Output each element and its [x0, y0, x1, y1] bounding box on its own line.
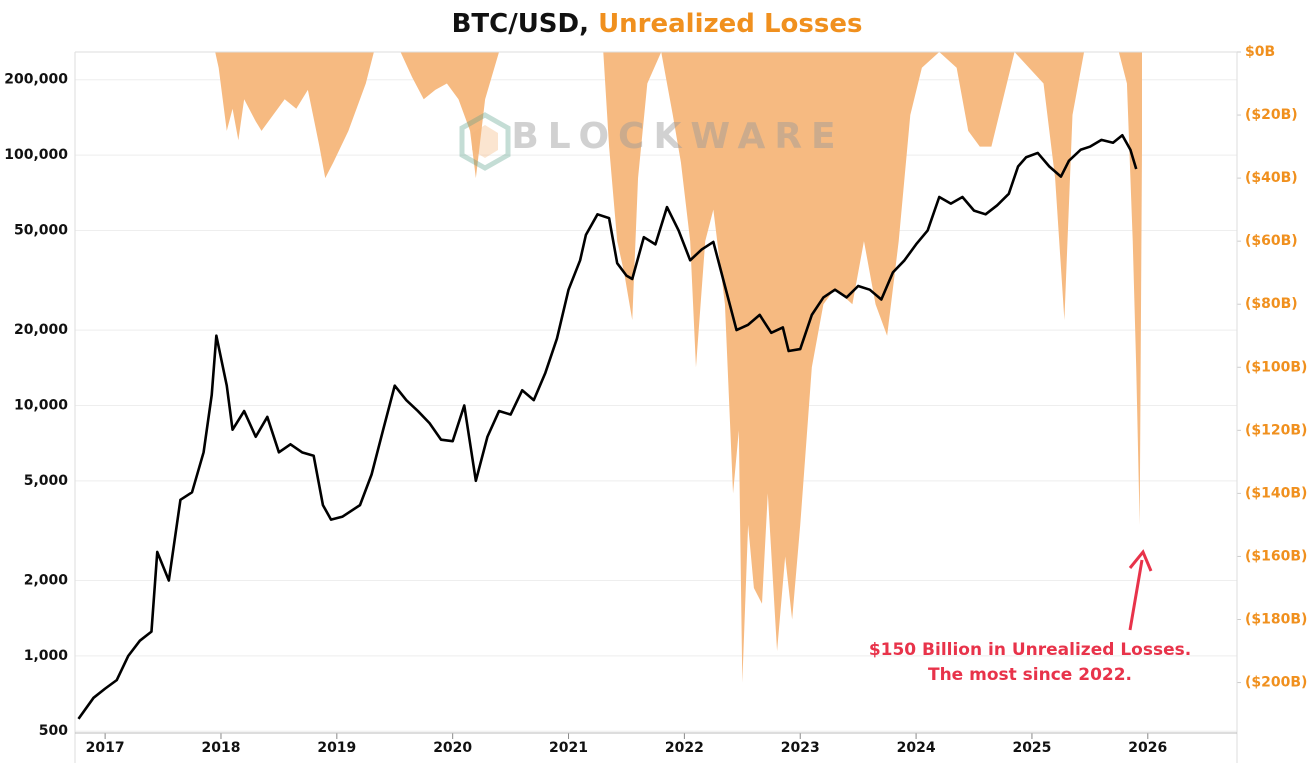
x-tick-label: 2018	[201, 740, 240, 756]
y2-tick-label: ($40B)	[1245, 170, 1298, 186]
title-part: BTC/USD,	[452, 9, 589, 39]
y-tick-label: 1,000	[24, 648, 69, 664]
x-tick-label: 2026	[1128, 740, 1167, 756]
x-tick-label: 2022	[665, 740, 704, 756]
y-tick-label: 200,000	[4, 72, 68, 88]
watermark: BLOCKWARE	[511, 116, 844, 157]
x-tick-label: 2024	[897, 740, 936, 756]
watermark-icon	[459, 112, 511, 171]
y2-tick-label: ($100B)	[1245, 359, 1307, 375]
chart-title: BTC/USD, Unrealized Losses	[452, 9, 863, 39]
y-tick-label: 2,000	[24, 572, 69, 588]
y-tick-label: 50,000	[14, 222, 68, 238]
title-part: Unrealized Losses	[598, 9, 862, 39]
annotation: $150 Billion in Unrealized Losses.	[869, 640, 1191, 660]
y2-tick-label: ($140B)	[1245, 485, 1307, 501]
y2-tick-label: ($200B)	[1245, 675, 1307, 691]
x-tick-label: 2025	[1012, 740, 1051, 756]
y2-tick-label: ($60B)	[1245, 233, 1298, 249]
x-tick-label: 2023	[781, 740, 820, 756]
annotation: The most since 2022.	[928, 665, 1132, 685]
x-tick-label: 2021	[549, 740, 588, 756]
price-line	[77, 133, 1138, 720]
y2-tick-label: ($20B)	[1245, 107, 1298, 123]
y-tick-label: 500	[39, 723, 68, 739]
y2-tick-label: ($180B)	[1245, 612, 1307, 628]
plot-area	[75, 52, 1237, 732]
y2-tick-label: ($80B)	[1245, 296, 1298, 312]
y-tick-label: 5,000	[24, 473, 69, 489]
y-tick-label: 100,000	[4, 147, 68, 163]
y2-tick-label: ($120B)	[1245, 422, 1307, 438]
y2-tick-label: ($160B)	[1245, 548, 1307, 564]
y2-tick-label: $0B	[1245, 44, 1275, 60]
x-tick-label: 2020	[433, 740, 472, 756]
y-tick-label: 10,000	[14, 397, 68, 413]
x-tick-label: 2019	[317, 740, 356, 756]
x-tick-label: 2017	[86, 740, 125, 756]
loss-area	[75, 52, 1143, 683]
annotation-arrow	[1128, 549, 1153, 631]
y-tick-label: 20,000	[14, 322, 68, 338]
